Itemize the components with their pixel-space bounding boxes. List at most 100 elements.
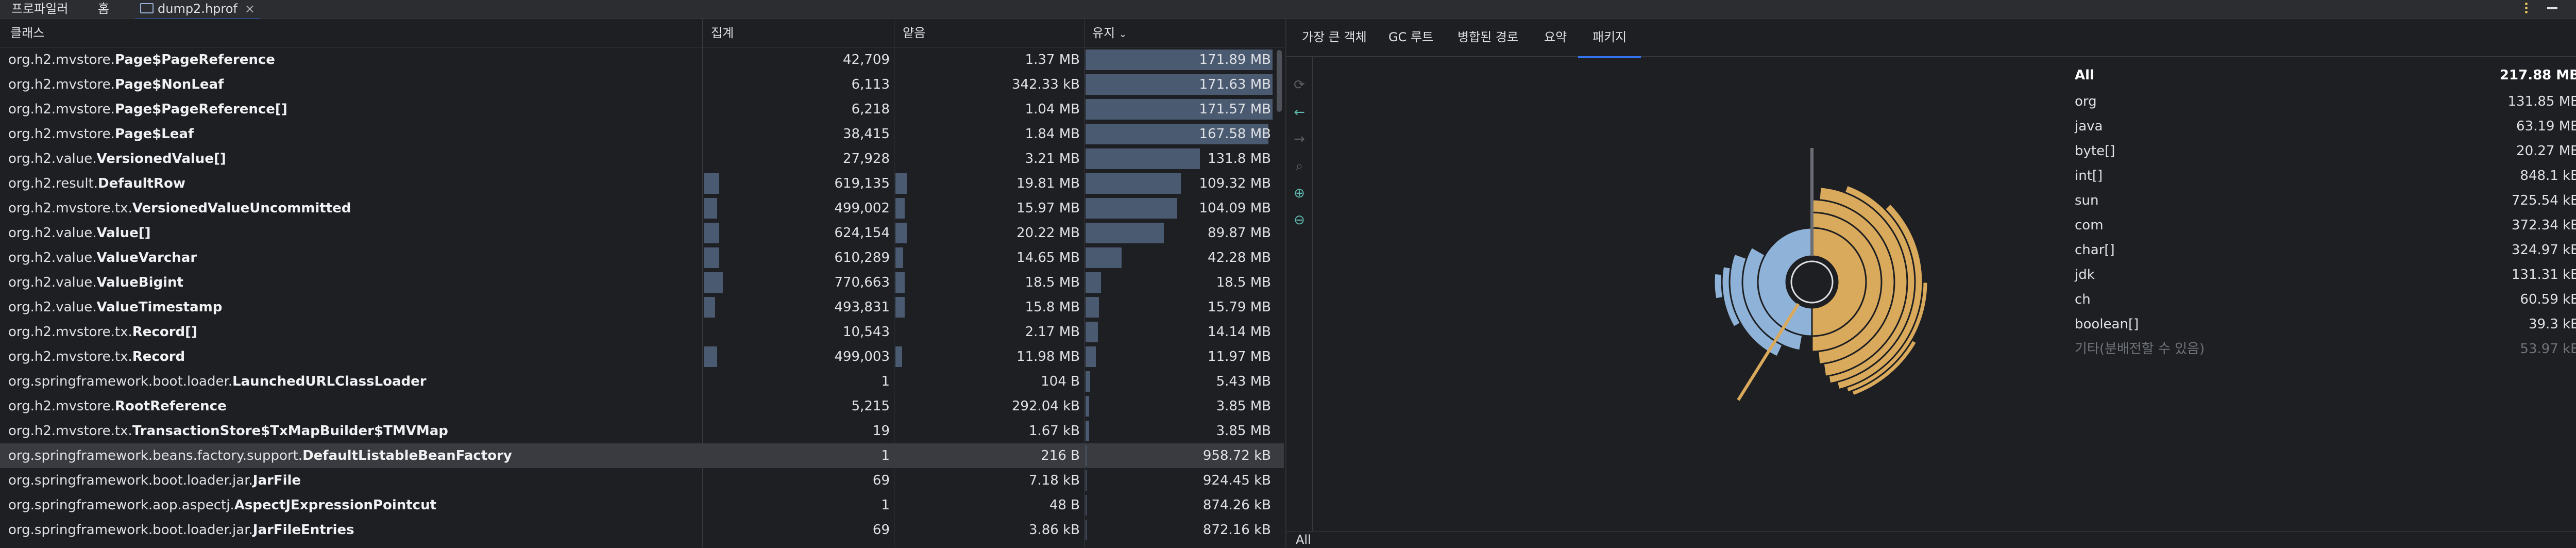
sunburst-segment[interactable] [1737, 303, 1800, 401]
table-header: 클래스 집계 얕음 유지 ⌄ [0, 19, 1284, 47]
count-cell: 10,543 [703, 320, 894, 344]
table-row[interactable]: org.h2.value.Value[] 624,154 20.22 MB 89.87… [0, 221, 1284, 245]
retained-value: 109.32 MB [1199, 176, 1271, 191]
table-row[interactable]: org.h2.value.ValueVarchar 610,289 14.65 MB… [0, 245, 1284, 270]
sunburst-segment[interactable] [1721, 265, 1742, 328]
legend-value: 725.54 kB [2511, 193, 2576, 208]
table-row[interactable]: org.h2.value.ValueTimestamp 493,831 15.8 M… [0, 295, 1284, 320]
shallow-cell: 1.04 MB [894, 97, 1084, 122]
sunburst-segment[interactable] [1851, 339, 1918, 397]
tab-biggest-objects[interactable]: 가장 큰 객체 [1302, 30, 1367, 44]
legend-value: 372.34 kB [2511, 218, 2576, 233]
splitter[interactable] [1285, 19, 1286, 547]
shallow-cell: 3.86 kB [894, 518, 1084, 542]
class-table: 클래스 집계 얕음 유지 ⌄ org.h2.mvstore.Page$PageR… [0, 19, 1284, 547]
shallow-cell: 15.8 MB [894, 295, 1084, 320]
sunburst-segment[interactable] [1836, 202, 1924, 391]
retained-value: 167.58 MB [1199, 126, 1271, 142]
legend-row[interactable]: boolean[] 39.3 kB [2075, 312, 2576, 337]
column-header-shallow[interactable]: 얕음 [903, 26, 926, 40]
tab-dump2-hprof[interactable]: dump2.hprof × [135, 0, 260, 20]
sunburst-segment[interactable] [1713, 272, 1724, 300]
legend-row[interactable]: jdk 131.31 kB [2075, 262, 2576, 287]
column-header-count[interactable]: 집계 [711, 26, 734, 40]
more-options-icon[interactable] [2523, 1, 2529, 16]
sunburst-segment[interactable] [1728, 253, 1784, 358]
shallow-cell: 19.81 MB [894, 171, 1084, 196]
zoom-in-icon[interactable]: ⊕ [1294, 186, 1305, 201]
class-simple-name: DefaultRow [98, 176, 185, 191]
legend-label: ch [2075, 292, 2091, 307]
shallow-value: 216 B [1041, 448, 1080, 463]
retained-cell: 171.57 MB [1084, 97, 1275, 122]
table-row[interactable]: org.h2.value.ValueBigint 770,663 18.5 MB 18… [0, 270, 1284, 295]
zoom-out-icon[interactable]: ⊖ [1294, 212, 1305, 228]
shallow-value: 104 B [1041, 374, 1080, 389]
table-row[interactable]: org.h2.mvstore.tx.VersionedValueUncommit… [0, 196, 1284, 221]
legend-row[interactable]: com 372.34 kB [2075, 213, 2576, 238]
retained-bar [1086, 322, 1098, 342]
legend-row-other[interactable]: 기타(분배전할 수 있음) 53.97 kB [2075, 337, 2576, 361]
table-row[interactable]: org.springframework.boot.loader.jar.JarF… [0, 518, 1284, 542]
shallow-bar [895, 346, 902, 367]
table-row[interactable]: org.h2.result.DefaultRow 619,135 19.81 MB 1… [0, 171, 1284, 196]
tab-home[interactable]: 홈 [98, 0, 109, 19]
table-row[interactable]: org.springframework.beans.factory.suppor… [0, 443, 1284, 468]
class-name: org.h2.value.ValueTimestamp [8, 295, 222, 320]
legend-row[interactable]: java 63.19 MB [2075, 114, 2576, 139]
column-header-retained[interactable]: 유지 ⌄ [1092, 19, 1127, 47]
retained-cell: 874.26 kB [1084, 493, 1275, 518]
shallow-value: 292.04 kB [1011, 398, 1080, 414]
table-row[interactable]: org.springframework.aop.aspectj.AspectJE… [0, 493, 1284, 518]
package-sunburst-chart[interactable] [1616, 122, 2008, 442]
retained-bar [1086, 49, 1273, 70]
table-row[interactable]: org.h2.mvstore.Page$PageReference[] 6,218… [0, 97, 1284, 122]
count-value: 610,289 [834, 250, 890, 265]
tab-merged-paths[interactable]: 병합된 경로 [1458, 30, 1519, 44]
table-row[interactable]: org.h2.mvstore.tx.Record[] 10,543 2.17 MB 1… [0, 320, 1284, 344]
class-simple-name: LaunchedURLClassLoader [232, 374, 427, 389]
table-row[interactable]: org.h2.mvstore.Page$Leaf 38,415 1.84 MB 167… [0, 122, 1284, 146]
tab-profiler[interactable]: 프로파일러 [11, 0, 68, 19]
count-cell: 1 [703, 443, 894, 468]
details-panel: 가장 큰 객체 GC 루트 병합된 경로 요약 패키지 ⟳ ← → ⌕ ⊕ ⊖ … [1286, 19, 2576, 547]
table-row[interactable]: org.h2.mvstore.tx.TransactionStore$TxMap… [0, 419, 1284, 443]
scrollbar[interactable] [1277, 50, 1282, 112]
shallow-value: 1.04 MB [1025, 102, 1080, 117]
legend-row[interactable]: char[] 324.97 kB [2075, 238, 2576, 262]
sunburst-center[interactable] [1790, 260, 1834, 304]
table-row[interactable]: org.h2.value.VersionedValue[] 27,928 3.21 … [0, 146, 1284, 171]
legend-row-all[interactable]: All 217.88 MB [2075, 63, 2576, 88]
close-icon[interactable]: × [244, 2, 255, 16]
folder-icon [140, 3, 154, 13]
legend-row[interactable]: org 131.85 MB [2075, 89, 2576, 114]
shallow-bar [895, 173, 907, 194]
table-row[interactable]: org.h2.mvstore.RootReference 5,215 292.04 … [0, 394, 1284, 419]
back-arrow-icon[interactable]: ← [1294, 105, 1305, 120]
forward-arrow-icon[interactable]: → [1294, 131, 1305, 147]
table-row[interactable]: org.springframework.boot.loader.Launched… [0, 369, 1284, 394]
count-cell: 499,002 [703, 196, 894, 221]
legend-row[interactable]: byte[] 20.27 MB [2075, 139, 2576, 163]
table-row[interactable]: org.springframework.boot.loader.jar.JarF… [0, 468, 1284, 493]
refresh-icon[interactable]: ⟳ [1294, 77, 1305, 93]
count-value: 69 [872, 473, 890, 488]
search-icon[interactable]: ⌕ [1295, 158, 1303, 174]
column-header-class[interactable]: 클래스 [10, 26, 45, 40]
legend-row[interactable]: ch 60.59 kB [2075, 287, 2576, 312]
tab-summary[interactable]: 요약 [1544, 30, 1567, 44]
tab-packages[interactable]: 패키지 [1578, 19, 1641, 58]
legend-value: 324.97 kB [2511, 242, 2576, 258]
retained-cell: 109.32 MB [1084, 171, 1275, 196]
minimize-icon[interactable] [2547, 7, 2557, 9]
table-row[interactable]: org.h2.mvstore.Page$NonLeaf 6,113 342.33 k… [0, 72, 1284, 97]
table-row[interactable]: org.h2.mvstore.Page$PageReference 42,709 1… [0, 47, 1284, 72]
legend-row[interactable]: int[] 848.1 kB [2075, 163, 2576, 188]
legend-row[interactable]: sun 725.54 kB [2075, 188, 2576, 213]
tab-gc-roots[interactable]: GC 루트 [1388, 30, 1434, 44]
table-row[interactable]: org.h2.mvstore.tx.Record 499,003 11.98 MB 1… [0, 344, 1284, 369]
shallow-bar [895, 223, 907, 243]
sunburst-toolbar: ⟳ ← → ⌕ ⊕ ⊖ [1286, 57, 1313, 531]
shallow-cell: 1.84 MB [894, 122, 1084, 146]
legend-value: 217.88 MB [2499, 68, 2576, 83]
